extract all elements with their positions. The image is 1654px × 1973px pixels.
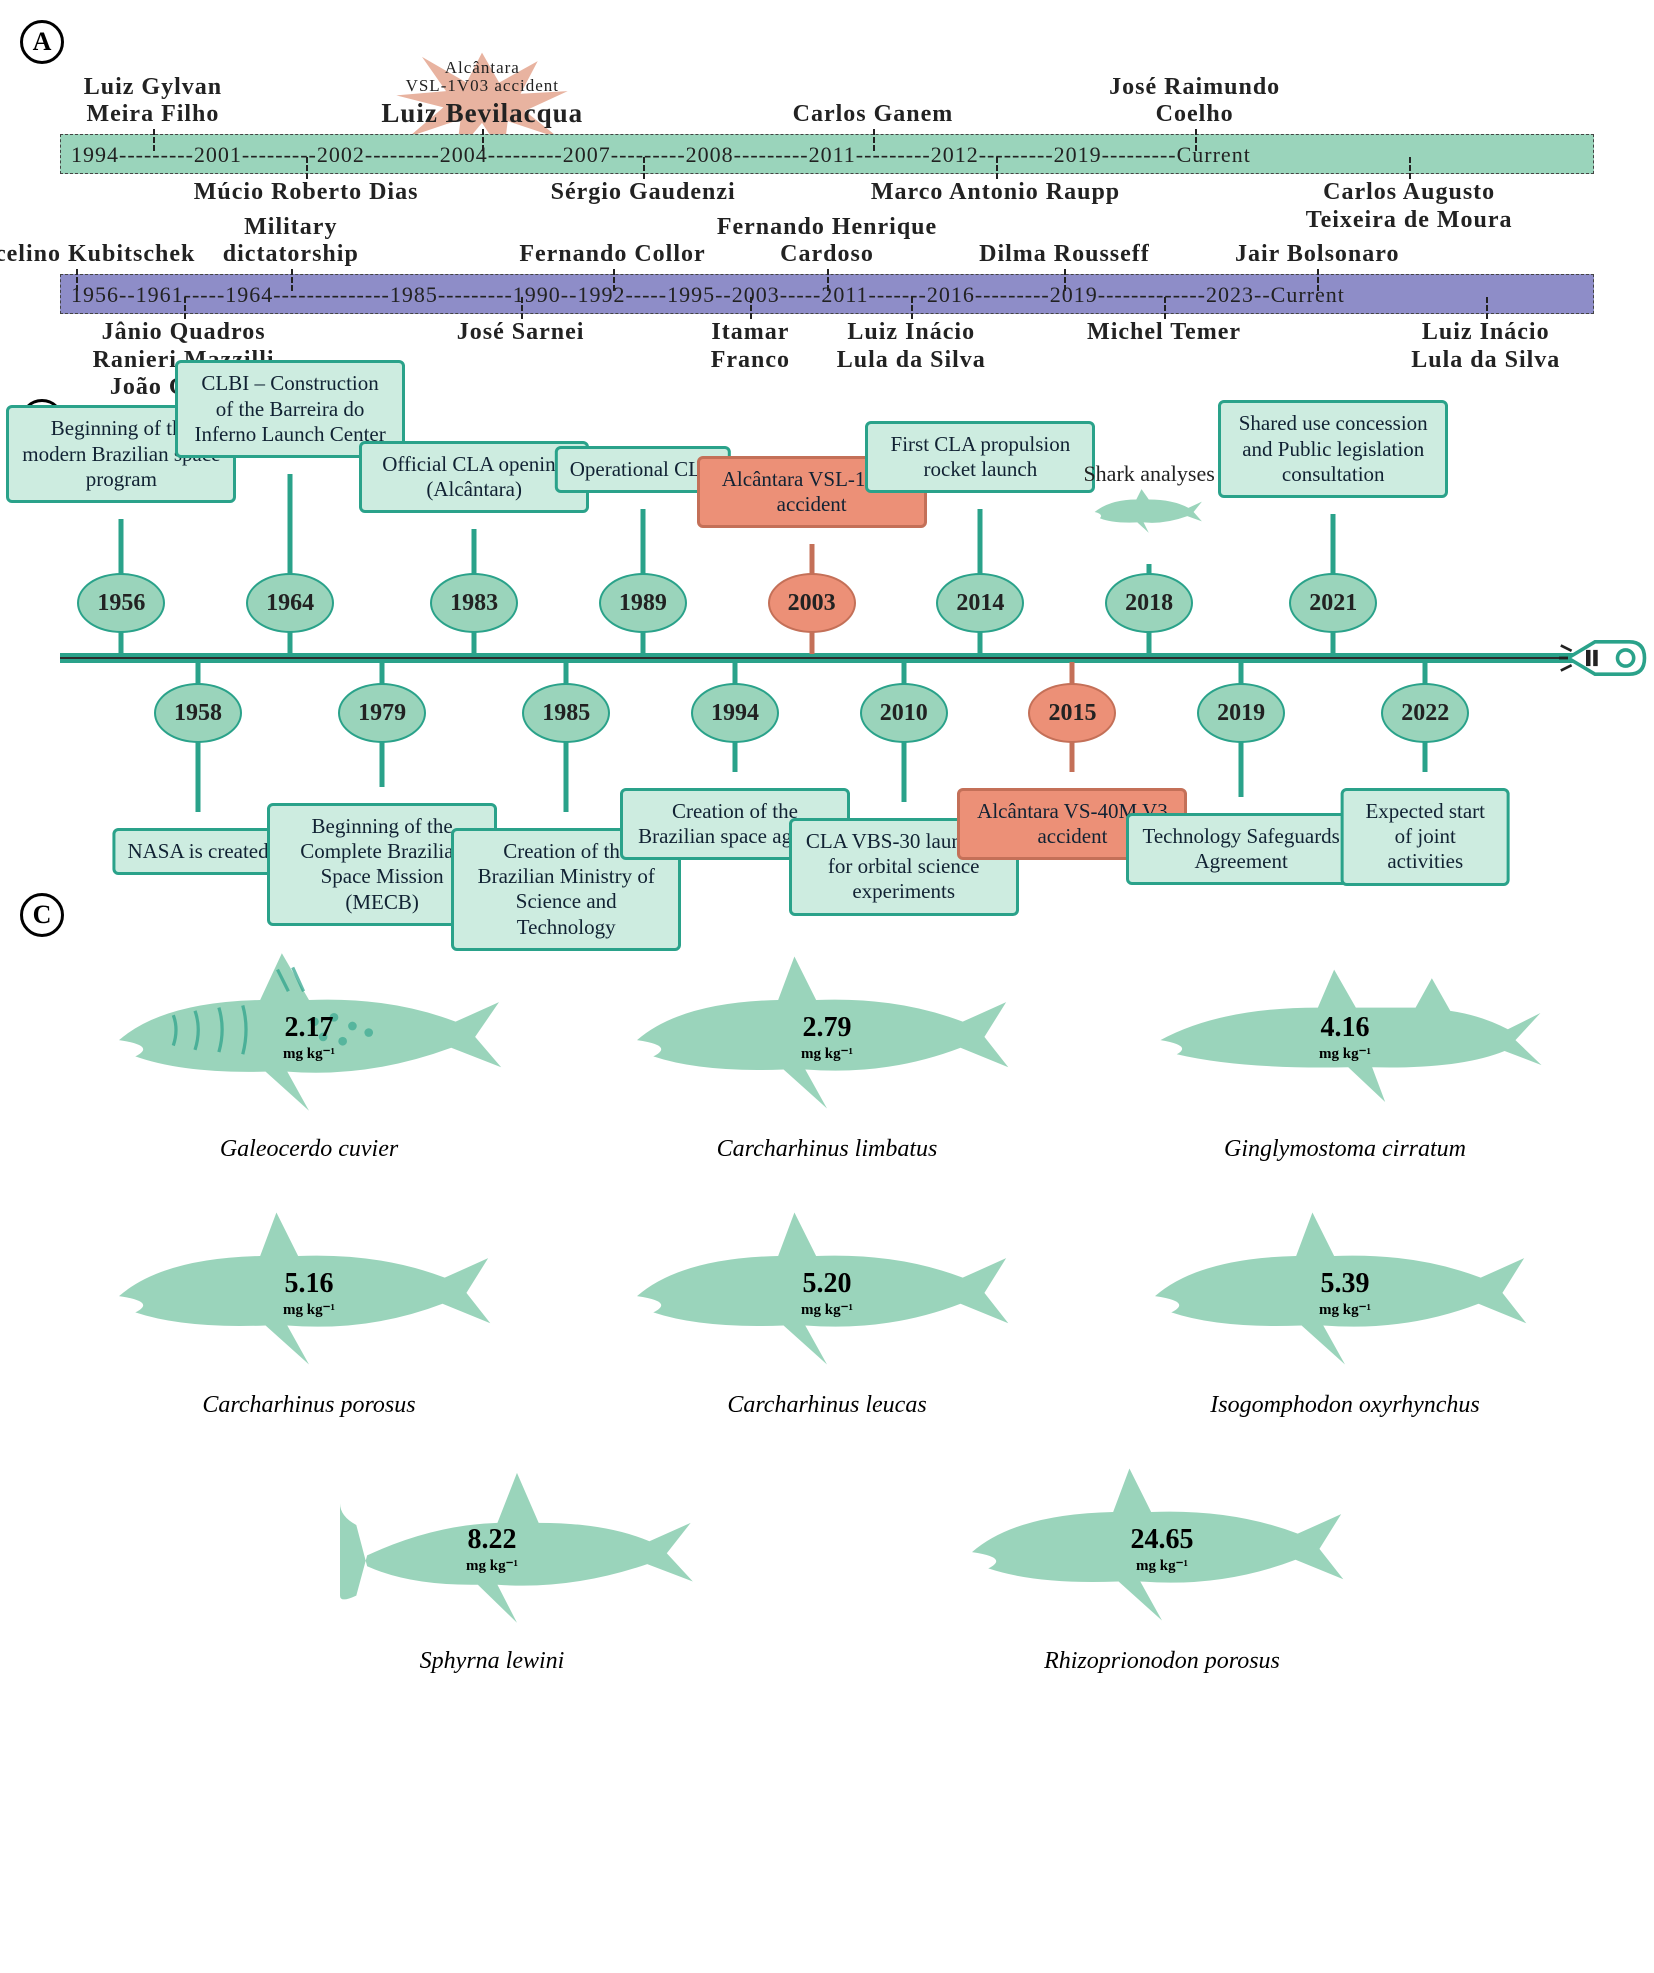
timeline-event: Militarydictatorship (161, 214, 421, 269)
shark-item: 5.39mg kg⁻¹ Isogomphodon oxyrhynchus (1095, 1193, 1595, 1419)
panel-a: A 1994---------2001---------2002--------… (20, 20, 1634, 314)
timeline-event: José RaimundoCoelho (1065, 74, 1325, 129)
panel-b: B 1956Beginning of the modern Brazilian … (20, 399, 1634, 663)
shark-silhouette (577, 1193, 1077, 1383)
shark-item: 4.16mg kg⁻¹ Ginglymostoma cirratum (1095, 937, 1595, 1163)
year-bubble: 1964 (246, 573, 334, 633)
shark-species: Carcharhinus porosus (59, 1392, 559, 1419)
year-bubble: 2015 (1028, 683, 1116, 743)
timeline-event: Dilma Rousseff (934, 241, 1194, 269)
shark-item: 5.16mg kg⁻¹ Carcharhinus porosus (59, 1193, 559, 1419)
shark-item: 2.79mg kg⁻¹ Carcharhinus limbatus (577, 937, 1077, 1163)
shark-last-row: 8.22mg kg⁻¹ Sphyrna lewini 24.65mg kg⁻¹ … (50, 1449, 1604, 1675)
timeline-event: Sérgio Gaudenzi (513, 179, 773, 207)
green-timeline-bar: 1994---------2001---------2002---------2… (60, 134, 1594, 174)
purple-timeline-bar: 1956--1961-----1964--------------1985---… (60, 274, 1594, 314)
shark-species: Isogomphodon oxyrhynchus (1095, 1392, 1595, 1419)
event-description: NASA is created (112, 828, 283, 875)
year-bubble: 1983 (430, 573, 518, 633)
shark-species: Galeocerdo cuvier (59, 1136, 559, 1163)
timeline-event: Luiz InácioLula da Silva (1356, 319, 1616, 374)
timeline-event: Carlos AugustoTeixeira de Moura (1279, 179, 1539, 234)
shark-grid: 2.17mg kg⁻¹ Galeocerdo cuvier 2.79mg kg⁻… (20, 937, 1634, 1675)
timeline-event: Luiz GylvanMeira Filho (23, 74, 283, 129)
timeline-event: José Sarnei (391, 319, 651, 347)
event-description: Expected start of joint activities (1341, 788, 1510, 886)
shark-silhouette (1095, 1193, 1595, 1383)
event-description: Technology Safeguards Agreement (1126, 813, 1356, 885)
shark-silhouette (59, 1193, 559, 1383)
timeline-axis (60, 653, 1594, 663)
shark-species: Ginglymostoma cirratum (1095, 1136, 1595, 1163)
year-bubble: 1985 (522, 683, 610, 743)
shark-silhouette (577, 937, 1077, 1127)
timeline-event: Marco Antonio Raupp (866, 179, 1126, 207)
year-bubble: 1956 (77, 573, 165, 633)
shark-mini-icon (1089, 487, 1209, 537)
timeline-event: Jair Bolsonaro (1187, 241, 1447, 269)
timeline-event: Fernando HenriqueCardoso (697, 214, 957, 269)
year-bubble: 1989 (599, 573, 687, 633)
shark-species: Rhizoprionodon porosus (887, 1648, 1437, 1675)
shark-item: 8.22mg kg⁻¹ Sphyrna lewini (217, 1449, 767, 1675)
timeline-axis-wrap: 1956Beginning of the modern Brazilian sp… (60, 653, 1594, 663)
year-bubble: 1994 (691, 683, 779, 743)
year-bubble: 2014 (936, 573, 1024, 633)
panel-c: C 2.17mg kg⁻¹ Galeocerdo cuvier 2.79mg k… (20, 893, 1634, 1675)
year-bubble: 2021 (1289, 573, 1377, 633)
shark-item: 24.65mg kg⁻¹ Rhizoprionodon porosus (887, 1449, 1437, 1675)
year-bubble: 1979 (338, 683, 426, 743)
shark-item: 5.20mg kg⁻¹ Carcharhinus leucas (577, 1193, 1077, 1419)
purple-timeline-text: 1956--1961-----1964--------------1985---… (71, 282, 1345, 307)
shark-silhouette (1095, 937, 1595, 1127)
green-timeline-text: 1994---------2001---------2002---------2… (71, 142, 1251, 167)
timeline-event: Michel Temer (1034, 319, 1294, 347)
shark-silhouette (217, 1449, 767, 1639)
timeline-event: Luiz InácioLula da Silva (781, 319, 1041, 374)
shark-species: Carcharhinus leucas (577, 1392, 1077, 1419)
year-bubble: 2018 (1105, 573, 1193, 633)
timeline-event: AlcântaraVSL-1V03 accidentLuiz Bevilacqu… (352, 59, 612, 129)
year-bubble: 2022 (1381, 683, 1469, 743)
shark-silhouette (887, 1449, 1437, 1639)
panel-a-label: A (20, 20, 64, 64)
shark-analyses-annotation: Shark analyses (1083, 461, 1214, 543)
timeline-event: Carlos Ganem (743, 101, 1003, 129)
panel-c-label: C (20, 893, 64, 937)
shark-silhouette (59, 937, 559, 1127)
year-bubble: 2019 (1197, 683, 1285, 743)
event-description: First CLA propulsion rocket launch (865, 421, 1095, 493)
shark-item: 2.17mg kg⁻¹ Galeocerdo cuvier (59, 937, 559, 1163)
timeline-event: Múcio Roberto Dias (176, 179, 436, 207)
year-bubble: 2003 (768, 573, 856, 633)
year-bubble: 1958 (154, 683, 242, 743)
year-bubble: 2010 (860, 683, 948, 743)
event-description: Shared use concession and Public legisla… (1218, 400, 1448, 498)
rocket-icon (1559, 630, 1649, 686)
shark-species: Sphyrna lewini (217, 1648, 767, 1675)
shark-species: Carcharhinus limbatus (577, 1136, 1077, 1163)
